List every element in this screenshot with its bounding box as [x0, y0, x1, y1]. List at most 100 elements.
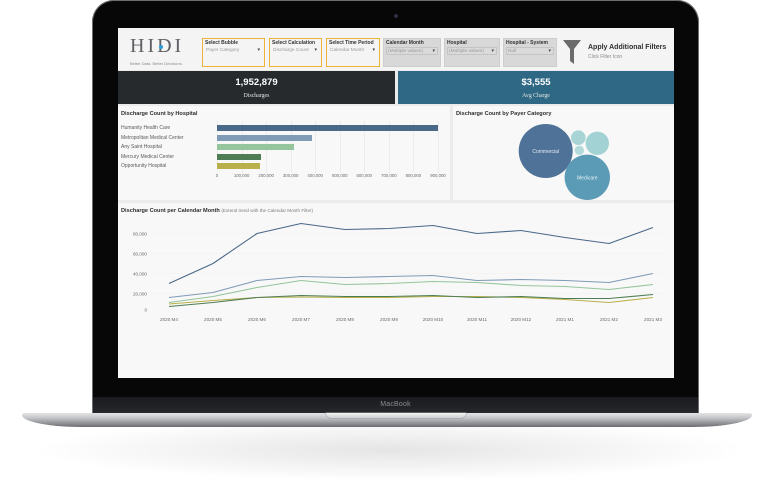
logo-dot-icon	[159, 45, 163, 49]
filter-label: Hospital	[447, 40, 467, 46]
chevron-down-icon[interactable]: ▾	[548, 48, 551, 54]
filter-value: Calendar Month	[330, 47, 365, 53]
line-series-opportunity-hospital[interactable]	[168, 295, 654, 305]
filter-label: Hospital - System	[506, 40, 548, 46]
chart-title: Discharge Count by Payer Category	[456, 111, 552, 117]
filter-label: Calendar Month	[386, 40, 424, 46]
bar-mercury-medical-center[interactable]	[217, 153, 262, 160]
x-tick-label: 900,000	[430, 173, 446, 178]
chevron-down-icon[interactable]: ▾	[314, 47, 317, 53]
bubble-plot: Commercial Medicare	[518, 124, 610, 200]
kpi-label: Avg Charge	[522, 93, 550, 99]
bar-metropolitan-medical-center[interactable]	[217, 134, 312, 141]
filter-label: Select Bubble	[205, 40, 239, 46]
monthly-line-chart: Discharge Count per Calendar Month (Exte…	[118, 203, 674, 378]
chevron-down-icon[interactable]: ▾	[432, 48, 435, 54]
hospital-dropdown[interactable]: (Multiple values) ▾	[447, 47, 497, 55]
bubble-payer-other[interactable]	[574, 145, 584, 155]
bubble-label: Medicare	[577, 175, 598, 181]
line-series-mercury-medical-center[interactable]	[168, 293, 654, 308]
filter-label: Select Time Period	[329, 40, 374, 46]
horizontal-gridlines	[151, 233, 666, 294]
chevron-down-icon[interactable]: ▾	[491, 48, 494, 54]
hospital-system-dropdown[interactable]: Null ▾	[506, 47, 554, 55]
x-tick-label: 2020 M6	[248, 317, 266, 322]
x-tick-label: 2020 M4	[160, 317, 178, 322]
calendar-month-filter[interactable]: Calendar Month (Multiple values) ▾	[383, 38, 441, 67]
bar-any-saint-hospital[interactable]	[217, 144, 295, 150]
y-tick-label: 60,000	[133, 252, 147, 257]
chart-title: Discharge Count by Hospital	[121, 111, 198, 117]
x-tick-label: 2020 M12	[511, 317, 532, 322]
select-bubble-filter[interactable]: Select Bubble Payer Category ▾	[202, 38, 265, 67]
kpi-avg-charge: $3,555 Avg Charge	[398, 71, 674, 104]
laptop-lid-notch	[326, 413, 466, 418]
filter-value: (Multiple values)	[449, 48, 484, 54]
filter-value: Null	[508, 48, 517, 54]
y-tick-label: 20,000	[133, 292, 147, 297]
gridline	[438, 121, 439, 173]
select-time-period-dropdown[interactable]: Calendar Month ▾	[329, 47, 377, 55]
x-tick-label: 2020 M9	[380, 317, 398, 322]
x-tick-label: 500,000	[332, 173, 348, 178]
filter-value: (Multiple values)	[388, 48, 423, 54]
gridline	[315, 121, 317, 173]
y-tick-label: 40,000	[133, 272, 147, 277]
line-series-any-saint-hospital[interactable]	[168, 279, 654, 304]
x-tick-label: 200,000	[258, 173, 274, 178]
calendar-month-dropdown[interactable]: (Multiple values) ▾	[386, 47, 438, 55]
logo-text: HIDI	[130, 35, 185, 57]
bubble-payer-other[interactable]	[585, 131, 609, 155]
x-tick-label: 2021 M3	[644, 317, 662, 322]
bar-humanity-health-care[interactable]	[217, 125, 438, 131]
chevron-down-icon[interactable]: ▾	[372, 47, 375, 53]
x-tick-label: 2020 M7	[292, 317, 310, 322]
hidi-logo: HIDI	[130, 35, 188, 59]
camera-icon	[394, 14, 398, 18]
x-tick-label: 2020 M5	[204, 317, 222, 322]
select-calculation-dropdown[interactable]: Discharge Count ▾	[272, 47, 319, 55]
gridline	[339, 121, 341, 173]
gridline	[388, 121, 390, 173]
x-tick-label: 800,000	[405, 173, 422, 178]
x-tick-label: 600,000	[356, 173, 373, 178]
hospital-label: Any Saint Hospital	[121, 144, 162, 150]
x-tick-label: 300,000	[282, 173, 299, 178]
kpi-discharges: 1,952,879 Discharges	[118, 71, 395, 104]
line-series-metropolitan-medical-center[interactable]	[168, 272, 654, 299]
bubble-payer-other[interactable]	[571, 130, 586, 145]
bubble-medicare[interactable]	[564, 154, 610, 200]
hospital-system-filter[interactable]: Hospital - System Null ▾	[503, 38, 557, 67]
chart-title: Discharge Count per Calendar Month (Exte…	[121, 208, 313, 214]
select-time-period-filter[interactable]: Select Time Period Calendar Month ▾	[326, 38, 380, 67]
filter-label: Select Calculation	[272, 40, 316, 46]
filter-value: Payer Category	[206, 47, 240, 53]
x-tick-label: 400,000	[307, 173, 323, 178]
payer-bubble-chart: Discharge Count by Payer Category Commer…	[453, 106, 674, 200]
select-bubble-dropdown[interactable]: Payer Category ▾	[205, 47, 262, 55]
apply-filters-title: Apply Additional Filters	[588, 44, 667, 51]
chevron-down-icon[interactable]: ▾	[257, 47, 260, 53]
filter-value: Discharge Count	[273, 47, 309, 53]
kpi-label: Discharges	[243, 93, 270, 99]
x-tick-label: 2020 M8	[336, 317, 354, 322]
y-tick-label: 0	[144, 308, 147, 313]
dashboard-header: HIDI Better Data. Better Decisions. Sele…	[118, 28, 674, 70]
x-tick-label: 700,000	[381, 173, 397, 178]
kpi-value: $3,555	[521, 77, 551, 88]
filter-funnel-icon[interactable]	[563, 40, 581, 64]
x-tick-label: 2021 M2	[600, 317, 618, 322]
line-plot: 80,000 60,000 40,000 20,000 0 2020 M4 20…	[133, 222, 666, 322]
hospital-filter[interactable]: Hospital (Multiple values) ▾	[444, 38, 500, 67]
bubble-commercial[interactable]	[518, 124, 573, 178]
select-calculation-filter[interactable]: Select Calculation Discharge Count ▾	[269, 38, 322, 67]
chart-title-text: Discharge Count per Calendar Month	[121, 208, 220, 214]
bubble-label: Commercial	[532, 149, 559, 155]
hospital-label: Mercury Medical Center	[121, 153, 175, 160]
device-brand-label: MacBook	[380, 401, 411, 408]
x-tick-label: 0	[215, 173, 219, 178]
bar-opportunity-hospital[interactable]	[217, 163, 261, 169]
x-tick-label: 2020 M11	[467, 317, 488, 322]
line-series-humanity-health-care[interactable]	[168, 222, 654, 285]
hospital-label: Metropolitan Medical Center	[121, 134, 184, 141]
